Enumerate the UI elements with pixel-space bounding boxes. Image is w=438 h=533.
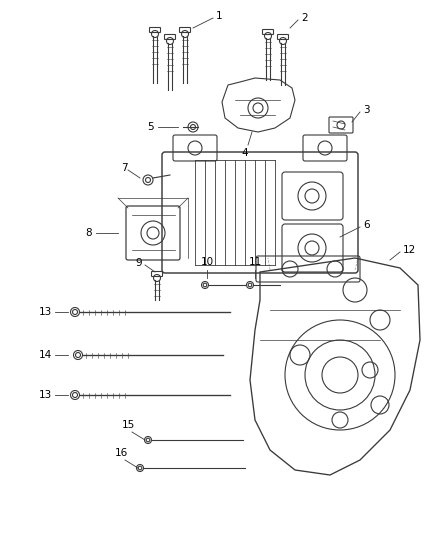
Text: 16: 16 bbox=[114, 448, 127, 458]
Text: 13: 13 bbox=[39, 307, 52, 317]
Text: 6: 6 bbox=[363, 220, 370, 230]
Text: 9: 9 bbox=[135, 258, 142, 268]
Text: 15: 15 bbox=[121, 420, 134, 430]
Text: 3: 3 bbox=[363, 105, 370, 115]
Text: 7: 7 bbox=[121, 163, 127, 173]
Text: 1: 1 bbox=[216, 11, 223, 21]
Text: 10: 10 bbox=[201, 257, 214, 267]
Text: 4: 4 bbox=[242, 148, 248, 158]
Text: 2: 2 bbox=[301, 13, 307, 23]
Text: 8: 8 bbox=[85, 228, 92, 238]
Text: 14: 14 bbox=[39, 350, 52, 360]
Text: 12: 12 bbox=[403, 245, 416, 255]
Text: 5: 5 bbox=[147, 122, 154, 132]
Text: 11: 11 bbox=[248, 257, 261, 267]
Text: 13: 13 bbox=[39, 390, 52, 400]
